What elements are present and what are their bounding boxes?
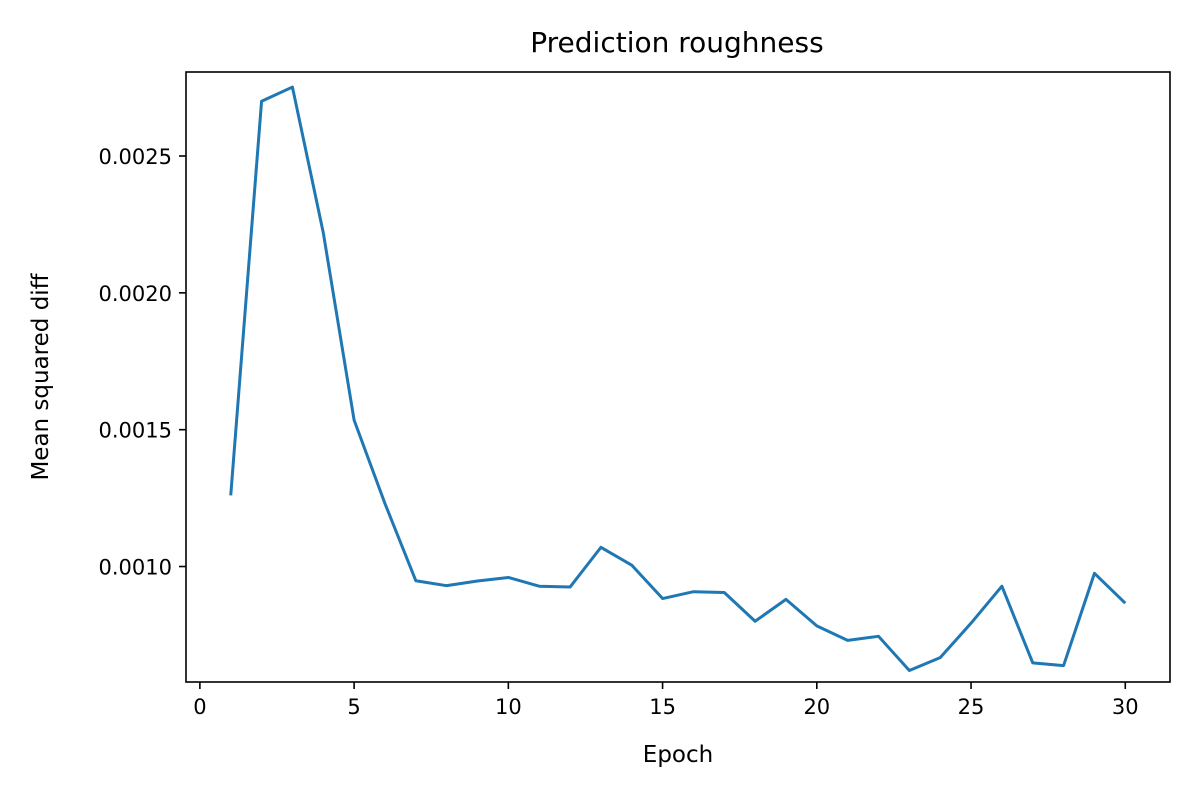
y-tick-label: 0.0010 (99, 556, 172, 580)
y-axis-label: Mean squared diff (28, 272, 54, 480)
series-layer (229, 85, 1127, 673)
x-tick-label: 25 (958, 695, 985, 719)
x-tick-label: 10 (495, 695, 522, 719)
y-tick-label: 0.0025 (99, 145, 172, 169)
series-line (229, 85, 1127, 673)
chart-title: Prediction roughness (530, 26, 823, 59)
plot-frame (185, 71, 1171, 683)
x-axis-label: Epoch (643, 742, 713, 768)
x-tick-label: 15 (649, 695, 676, 719)
x-tick-label: 30 (1112, 695, 1139, 719)
y-tick-label: 0.0015 (99, 419, 172, 443)
x-tick-label: 20 (803, 695, 830, 719)
x-tick-label: 5 (347, 695, 360, 719)
axis-ticks: 0 5 10 15 20 25 30 0.0010 0.0015 0.0020 0.0025 (99, 145, 1139, 719)
x-tick-label: 0 (193, 695, 206, 719)
y-tick-label: 0.0020 (99, 282, 172, 306)
